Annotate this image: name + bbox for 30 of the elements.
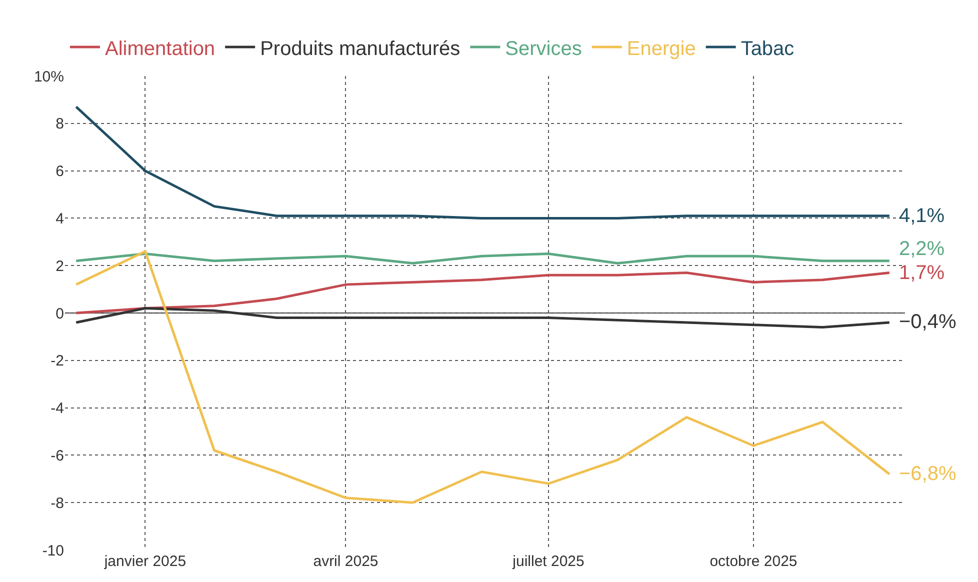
legend-label: Produits manufacturés	[260, 38, 460, 60]
x-tick-label: janvier 2025	[103, 553, 186, 570]
y-tick-label: -10	[42, 542, 64, 560]
y-tick-label: -2	[50, 352, 64, 370]
y-tick-label: 8	[56, 116, 64, 133]
line-series	[74, 252, 891, 264]
y-tick-label: 4	[56, 210, 64, 228]
line-series	[74, 307, 891, 328]
annotation: 4,1%	[899, 205, 945, 227]
legend-label: Services	[505, 38, 582, 60]
y-tick-label: -8	[50, 494, 64, 512]
legend-label: Energie	[626, 38, 696, 60]
annotation: −0,4%	[899, 311, 956, 333]
line-series	[74, 106, 891, 220]
annotation: −6,8%	[899, 463, 956, 485]
y-tick-label: 10%	[34, 68, 64, 86]
y-tick-label: 6	[56, 163, 64, 180]
x-tick-label: avril 2025	[313, 553, 378, 570]
annotation: 2,2%	[899, 238, 945, 260]
x-tick-label: octobre 2025	[710, 553, 798, 570]
y-tick-label: -6	[50, 447, 64, 464]
line-series	[74, 250, 891, 504]
line-series	[74, 271, 891, 314]
annotation: 1,7%	[899, 262, 945, 284]
legend-label: Tabac	[740, 38, 794, 60]
y-tick-label: -4	[50, 400, 64, 418]
y-tick-label: 0	[56, 305, 64, 322]
y-tick-label: 2	[56, 258, 64, 275]
x-tick-label: juillet 2025	[512, 553, 584, 570]
legend-label: Alimentation	[105, 38, 216, 60]
